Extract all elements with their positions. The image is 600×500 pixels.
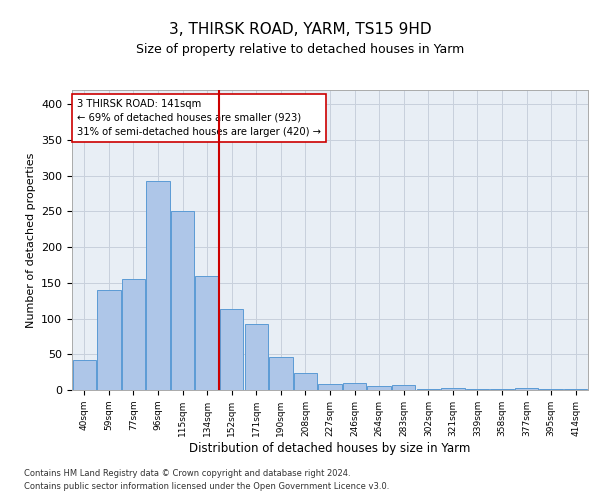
Bar xyxy=(220,310,244,390)
Bar xyxy=(146,182,170,390)
Bar xyxy=(97,290,121,390)
Bar xyxy=(490,388,514,390)
Bar xyxy=(343,383,366,390)
Y-axis label: Number of detached properties: Number of detached properties xyxy=(26,152,35,328)
Bar xyxy=(515,388,538,390)
Bar xyxy=(269,357,293,390)
Bar xyxy=(564,388,587,390)
Bar xyxy=(319,384,341,390)
Bar xyxy=(73,360,96,390)
Text: Contains public sector information licensed under the Open Government Licence v3: Contains public sector information licen… xyxy=(24,482,389,491)
Bar xyxy=(416,388,440,390)
Text: 3, THIRSK ROAD, YARM, TS15 9HD: 3, THIRSK ROAD, YARM, TS15 9HD xyxy=(169,22,431,38)
Bar xyxy=(196,276,219,390)
Bar xyxy=(294,373,317,390)
Text: Contains HM Land Registry data © Crown copyright and database right 2024.: Contains HM Land Registry data © Crown c… xyxy=(24,468,350,477)
Bar xyxy=(539,388,563,390)
Bar xyxy=(441,388,464,390)
Text: 3 THIRSK ROAD: 141sqm
← 69% of detached houses are smaller (923)
31% of semi-det: 3 THIRSK ROAD: 141sqm ← 69% of detached … xyxy=(77,99,321,137)
Text: Size of property relative to detached houses in Yarm: Size of property relative to detached ho… xyxy=(136,42,464,56)
Bar xyxy=(466,388,489,390)
X-axis label: Distribution of detached houses by size in Yarm: Distribution of detached houses by size … xyxy=(190,442,470,454)
Bar xyxy=(245,324,268,390)
Bar xyxy=(122,280,145,390)
Bar xyxy=(171,210,194,390)
Bar xyxy=(392,385,415,390)
Bar xyxy=(367,386,391,390)
